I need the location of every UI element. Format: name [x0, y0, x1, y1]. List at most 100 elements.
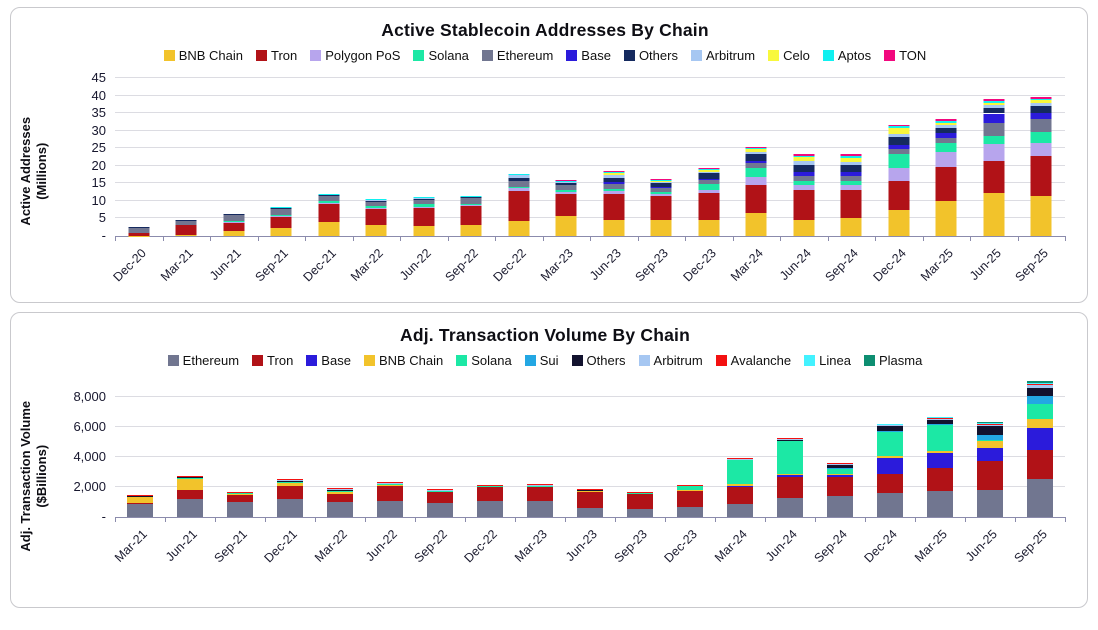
x-tick-label: Sep-22	[443, 246, 481, 284]
bar-segment-solana	[777, 441, 803, 475]
y-tick-label: 35	[92, 106, 106, 120]
bar-segment-solana	[1027, 404, 1053, 419]
x-tick-label: Sep-21	[211, 527, 249, 565]
bar-segment-solana	[983, 136, 1004, 144]
bar-segment-arbitrum	[1031, 103, 1052, 106]
bar-segment-others	[977, 426, 1003, 435]
bar-segment-bnb-chain	[827, 474, 853, 475]
bar-segment-linea	[977, 423, 1003, 424]
bar-segment-bnb-chain	[841, 218, 862, 236]
bar-segment-tron	[983, 161, 1004, 193]
x-tick-label: Mar-21	[112, 527, 150, 565]
bar-segment-polygon-pos	[413, 207, 434, 208]
x-axis-tick	[1065, 236, 1066, 241]
bar-segment-solana	[271, 215, 292, 217]
bar-segment-ethereum	[223, 215, 244, 221]
bar-segment-ethereum	[577, 508, 603, 517]
legend-item-linea: Linea	[804, 353, 851, 368]
bar-segment-arbitrum	[746, 152, 767, 153]
bar-segment-ethereum	[777, 498, 803, 517]
bar-segment-ton	[1031, 97, 1052, 99]
bar-segment-ton	[603, 171, 624, 172]
gridline-25	[115, 147, 1065, 148]
gridline-6000	[115, 426, 1065, 427]
bar-segment-bnb-chain	[677, 490, 703, 491]
bar-segment-bnb-chain	[461, 225, 482, 236]
x-axis-tick	[875, 236, 876, 241]
legend-label-polygon-pos: Polygon PoS	[325, 48, 400, 63]
bar-segment-tron	[1031, 156, 1052, 196]
bar-segment-tron	[377, 486, 403, 501]
bar-segment-bnb-chain	[627, 493, 653, 494]
bar-segment-tron	[223, 222, 244, 231]
bar-segment-bnb-chain	[271, 228, 292, 236]
legend-label-arbitrum: Arbitrum	[654, 353, 703, 368]
gridline-5	[115, 217, 1065, 218]
legend-label-others: Others	[587, 353, 626, 368]
bar-segment-others	[603, 178, 624, 182]
bar-segment-ethereum	[366, 202, 387, 206]
gridline-35	[115, 112, 1065, 113]
bar-segment-solana	[977, 440, 1003, 442]
x-tick-label: Jun-25	[963, 527, 1000, 564]
bar-segment-arbitrum	[508, 175, 529, 178]
x-axis-tick	[165, 517, 166, 522]
gridline-4000	[115, 456, 1065, 457]
x-tick-label: Jun-23	[587, 246, 624, 283]
y-axis-title-line1: Active Addresses	[18, 117, 34, 226]
bar-segment-linea	[1027, 383, 1053, 384]
bar-segment-others	[936, 128, 957, 133]
bar-segment-solana	[927, 425, 953, 451]
x-tick-label: Dec-24	[862, 527, 900, 565]
x-tick-label: Dec-21	[300, 246, 338, 284]
bar-segment-aptos	[461, 196, 482, 197]
bar-segment-ethereum	[927, 491, 953, 517]
bar-segment-arbitrum	[827, 464, 853, 465]
x-tick-label: Sep-23	[633, 246, 671, 284]
bar-segment-tron	[793, 190, 814, 219]
bar-segment-tron	[927, 468, 953, 491]
bar-segment-others	[223, 214, 244, 215]
legend-swatch-bnb-chain	[364, 355, 375, 366]
legend-item-sui: Sui	[525, 353, 559, 368]
bar-segment-others	[698, 173, 719, 179]
bar-segment-tron	[1027, 450, 1053, 479]
bar-segment-ethereum	[627, 509, 653, 517]
bar-segment-aptos	[936, 121, 957, 123]
bar-segment-arbitrum	[461, 196, 482, 197]
bar-segment-aptos	[888, 126, 909, 128]
bar-segment-celo	[793, 157, 814, 161]
bar-segment-bnb-chain	[427, 491, 453, 492]
x-axis-tick	[400, 236, 401, 241]
bar-segment-polygon-pos	[793, 185, 814, 190]
bar-segment-arbitrum	[277, 480, 303, 481]
x-tick-label: Dec-21	[261, 527, 299, 565]
legend-item-ethereum: Ethereum	[482, 48, 553, 63]
y-tick-label: -	[102, 229, 106, 243]
bar-segment-tron	[727, 486, 753, 503]
legend-item-arbitrum: Arbitrum	[691, 48, 755, 63]
bar-segment-bnb-chain	[651, 220, 672, 237]
bar-segment-base	[877, 458, 903, 475]
legend-item-base: Base	[306, 353, 351, 368]
bar-segment-solana	[461, 204, 482, 205]
bar-segment-arbitrum	[877, 425, 903, 426]
y-tick-label: 5	[99, 211, 106, 225]
bar-segment-celo	[936, 123, 957, 125]
x-axis-tick	[258, 236, 259, 241]
gridline-40	[115, 95, 1065, 96]
bar-segment-bnb-chain	[1031, 196, 1052, 236]
legend-swatch-plasma	[864, 355, 875, 366]
bar-segment-solana	[651, 192, 672, 193]
bar-segment-solana	[877, 432, 903, 457]
bar-segment-tron	[318, 204, 339, 222]
bar-segment-ethereum	[936, 138, 957, 144]
bar-segment-ethereum	[827, 496, 853, 517]
bar-segment-aptos	[793, 156, 814, 158]
bar-segment-aptos	[508, 174, 529, 175]
bar-segment-bnb-chain	[508, 221, 529, 236]
bar-segment-polygon-pos	[698, 190, 719, 193]
bar-segment-base	[888, 145, 909, 149]
